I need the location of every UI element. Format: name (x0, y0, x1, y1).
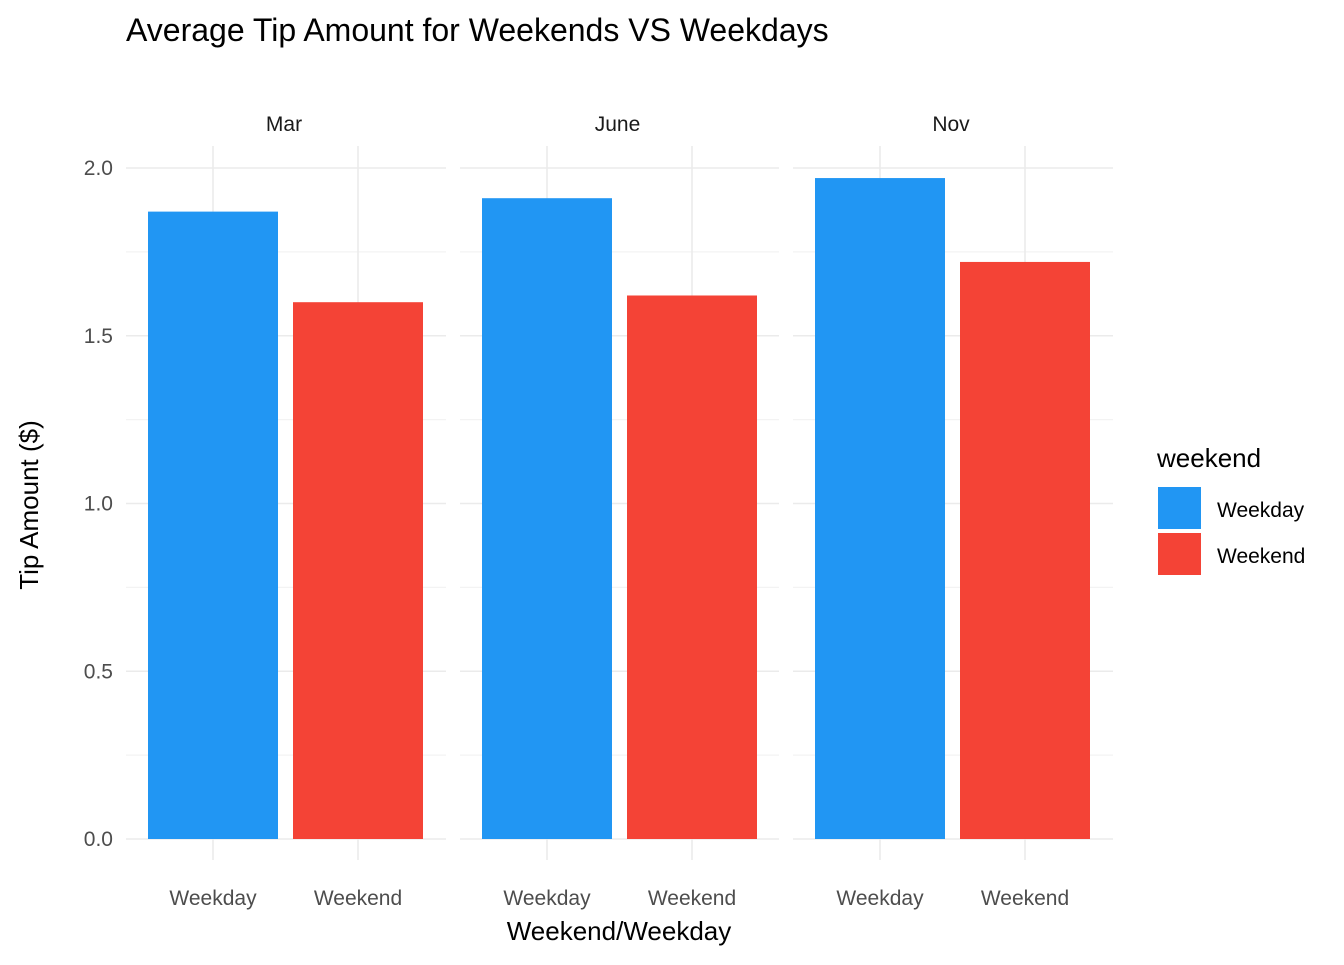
legend-entry-weekday: Weekday (1158, 487, 1305, 529)
bar-mar-weekday (148, 211, 278, 840)
legend-swatch-weekend (1158, 533, 1201, 575)
legend-label-weekend: Weekend (1217, 545, 1305, 568)
bar-nov-weekday (815, 178, 945, 839)
legend-label-weekday: Weekday (1217, 499, 1305, 522)
legend-title: weekend (1156, 443, 1261, 473)
legend-swatch-weekday (1158, 487, 1201, 529)
x-tick-label: Weekend (981, 887, 1069, 910)
facet-label-june: June (595, 113, 641, 136)
y-tick-label: 0.0 (84, 828, 113, 851)
y-axis: 0.0 0.5 1.0 1.5 2.0 (84, 157, 113, 851)
x-tick-label: Weekend (314, 887, 402, 910)
facet-panel-june: June Weekday Weekend (460, 113, 779, 910)
x-tick-label: Weekday (503, 887, 591, 910)
legend: weekend Weekday Weekend (1156, 443, 1305, 575)
legend-entry-weekend: Weekend (1158, 533, 1305, 575)
facet-label-nov: Nov (932, 113, 970, 136)
y-axis-title: Tip Amount ($) (14, 420, 44, 590)
y-tick-label: 1.0 (84, 493, 113, 516)
bar-june-weekday (482, 198, 612, 839)
facet-panel-nov: Nov Weekday Weekend (793, 113, 1113, 910)
x-tick-label: Weekday (169, 887, 257, 910)
x-tick-label: Weekend (648, 887, 736, 910)
x-axis-title: Weekend/Weekday (507, 916, 732, 946)
bar-mar-weekend (293, 302, 423, 839)
x-tick-label: Weekday (836, 887, 924, 910)
facets-layer: Mar Weekday Weekend June Weekday Weekend Nov We… (126, 113, 1113, 910)
bar-june-weekend (627, 295, 757, 839)
facet-label-mar: Mar (266, 113, 302, 136)
y-tick-label: 2.0 (84, 157, 113, 180)
y-tick-label: 0.5 (84, 660, 113, 683)
facet-panel-mar: Mar Weekday Weekend (126, 113, 446, 910)
chart-title: Average Tip Amount for Weekends VS Weekd… (126, 12, 829, 48)
bar-nov-weekend (960, 261, 1090, 839)
y-tick-label: 1.5 (84, 325, 113, 348)
